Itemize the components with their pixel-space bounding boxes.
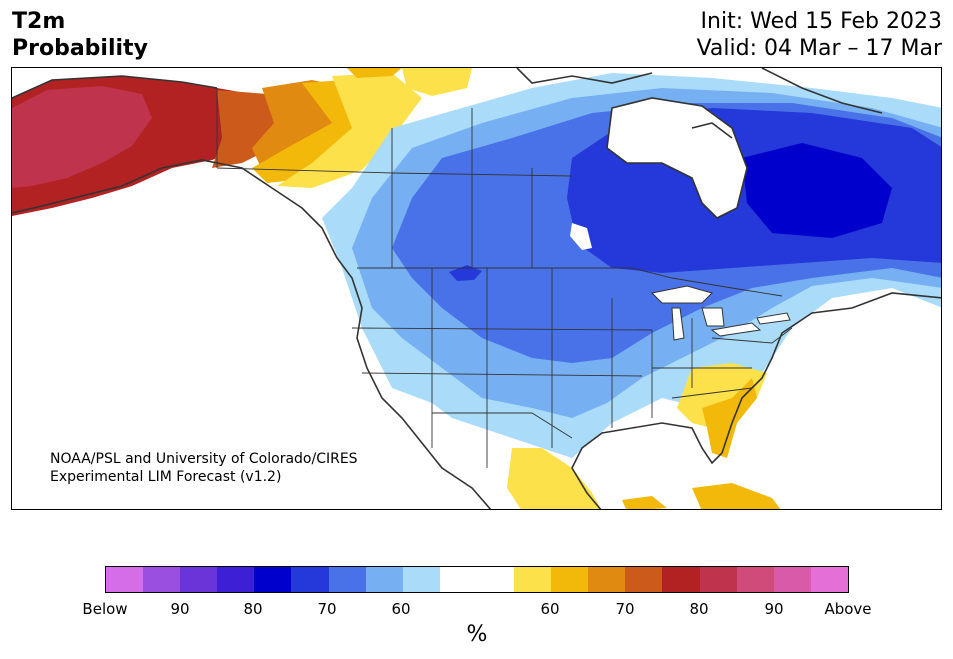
init-date: Init: Wed 15 Feb 2023 bbox=[700, 9, 942, 34]
colorbar-tick-label: 90 bbox=[764, 600, 784, 618]
colorbar-tick-label: 90 bbox=[170, 600, 190, 618]
colorbar-segment bbox=[773, 567, 811, 592]
colorbar-tick-label: 80 bbox=[689, 600, 709, 618]
colorbar-tick-label: 60 bbox=[391, 600, 411, 618]
chart-title: T2m Probability bbox=[12, 8, 148, 62]
variable-label: T2m bbox=[12, 9, 66, 34]
colorbar-segment bbox=[365, 567, 403, 592]
coastline-east bbox=[571, 292, 941, 509]
colorbar-segment bbox=[514, 567, 552, 592]
colorbar-segment bbox=[662, 567, 700, 592]
coastline-hudson bbox=[606, 97, 748, 219]
colorbar-segment bbox=[328, 567, 366, 592]
region-below-75-small bbox=[449, 265, 482, 281]
coastline-arctic bbox=[516, 68, 883, 139]
colorbar-segment bbox=[217, 567, 255, 592]
political-borders bbox=[216, 88, 793, 468]
colorbar bbox=[105, 566, 849, 593]
colorbar-segment bbox=[291, 567, 329, 592]
colorbar-segment bbox=[551, 567, 589, 592]
credit-line-1: NOAA/PSL and University of Colorado/CIRE… bbox=[50, 451, 358, 467]
region-above-60-cuba bbox=[692, 483, 781, 509]
region-yellow-north bbox=[402, 68, 472, 96]
colorbar-segment bbox=[736, 567, 774, 592]
quantity-label: Probability bbox=[12, 36, 148, 61]
colorbar-segment bbox=[106, 567, 144, 592]
colorbar-tick-label: Above bbox=[824, 600, 872, 618]
great-lakes bbox=[650, 285, 791, 341]
colorbar-segment bbox=[439, 567, 477, 592]
map-panel: NOAA/PSL and University of Colorado/CIRE… bbox=[11, 67, 942, 510]
colorbar-segment bbox=[588, 567, 626, 592]
coastline-alaska-north bbox=[12, 75, 218, 99]
forecast-dates: Init: Wed 15 Feb 2023 Valid: 04 Mar – 17… bbox=[697, 8, 942, 62]
region-above-55 bbox=[277, 73, 422, 188]
coastline bbox=[12, 159, 492, 509]
colorbar-segment bbox=[476, 567, 515, 592]
hudson-bay bbox=[607, 98, 747, 218]
colorbar-tick-label: Below bbox=[82, 600, 128, 618]
colorbar-segment bbox=[143, 567, 181, 592]
colorbar-tick-label: 60 bbox=[540, 600, 560, 618]
colorbar-tick-label: 70 bbox=[615, 600, 635, 618]
colorbar-tick-label: 70 bbox=[317, 600, 337, 618]
colorbar-segment bbox=[254, 567, 292, 592]
colorbar-tick-label: 80 bbox=[243, 600, 263, 618]
region-above-60-gulf bbox=[622, 496, 667, 509]
valid-range: Valid: 04 Mar – 17 Mar bbox=[696, 36, 942, 61]
colorbar-segment bbox=[402, 567, 440, 592]
region-below-80 bbox=[742, 143, 892, 238]
region-above-90 bbox=[12, 86, 152, 188]
colorbar-segment bbox=[810, 567, 848, 592]
region-above-55-mexico bbox=[507, 448, 601, 509]
region-orange-north bbox=[347, 68, 402, 78]
forecast-map: NOAA/PSL and University of Colorado/CIRE… bbox=[12, 68, 941, 509]
region-above-60-florida bbox=[702, 378, 757, 458]
colorbar-segment bbox=[625, 567, 663, 592]
colorbar-segment bbox=[180, 567, 218, 592]
region-above-55-southeast bbox=[677, 363, 767, 428]
colorbar-unit: % bbox=[466, 622, 488, 647]
credit-line-2: Experimental LIM Forecast (v1.2) bbox=[50, 469, 281, 485]
lake-small-1 bbox=[570, 223, 592, 250]
colorbar-segment bbox=[699, 567, 737, 592]
